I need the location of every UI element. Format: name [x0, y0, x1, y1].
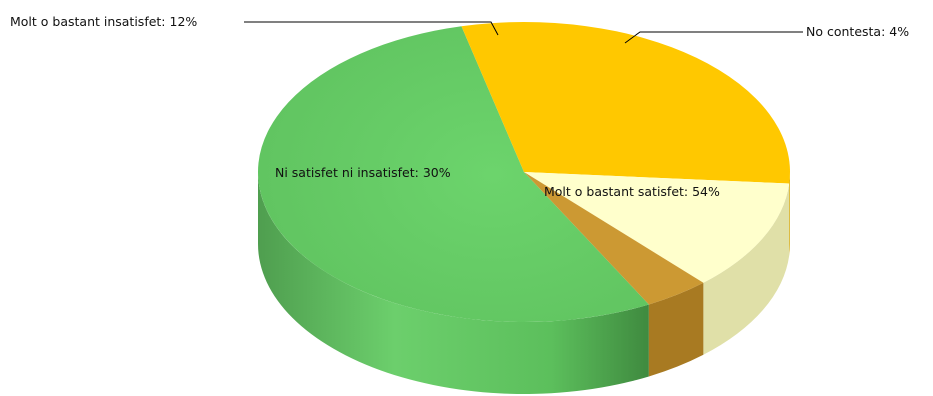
slice-label-ni-satisfet-ni-insatisfet: Ni satisfet ni insatisfet: 30% — [275, 165, 451, 180]
pie-side-ni-satisfet-ni-insatisfet — [789, 172, 790, 256]
slice-labels: Molt o bastant satisfet: 54% Ni satisfet … — [10, 14, 909, 199]
pie-slice-ni-satisfet-ni-insatisfet — [461, 22, 790, 184]
slice-label-no-contesta: No contesta: 4% — [806, 24, 909, 39]
pie-slice-molt-o-bastant-insatisfet — [524, 172, 790, 283]
pie-slice-no-contesta — [524, 172, 704, 305]
pie-sides — [257, 172, 790, 395]
pie-side-molt-o-bastant-insatisfet — [703, 183, 790, 355]
leader-lines — [244, 21, 803, 44]
pie-side-molt-o-bastant-satisfet — [257, 172, 649, 395]
slice-label-molt-o-bastant-satisfet: Molt o bastant satisfet: 54% — [544, 184, 720, 199]
leader-line-molt-o-bastant-insatisfet — [244, 21, 499, 36]
pie-slice-molt-o-bastant-satisfet — [258, 26, 649, 322]
leader-line-no-contesta — [624, 31, 803, 44]
slice-label-molt-o-bastant-insatisfet: Molt o bastant insatisfet: 12% — [10, 14, 197, 29]
pie-side-no-contesta — [648, 282, 704, 377]
pie-tops — [258, 22, 790, 322]
